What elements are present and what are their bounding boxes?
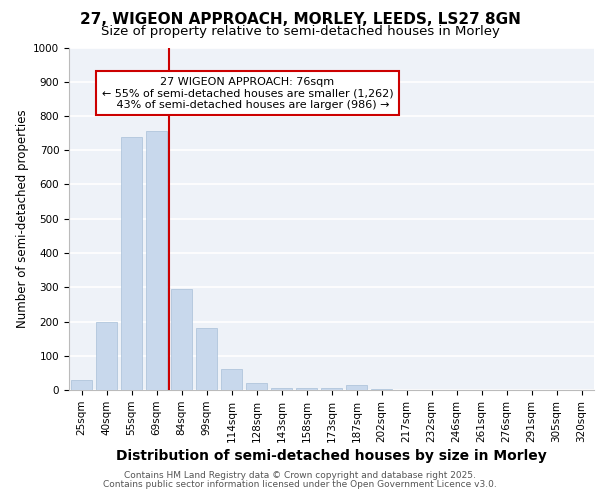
Y-axis label: Number of semi-detached properties: Number of semi-detached properties: [16, 110, 29, 328]
Bar: [346, 385, 367, 390]
Bar: [321, 388, 342, 390]
Bar: [146, 132, 167, 390]
Bar: [171, 289, 192, 390]
Bar: [121, 136, 142, 390]
Text: 27 WIGEON APPROACH: 76sqm
← 55% of semi-detached houses are smaller (1,262)
   4: 27 WIGEON APPROACH: 76sqm ← 55% of semi-…: [101, 76, 394, 110]
Text: 27, WIGEON APPROACH, MORLEY, LEEDS, LS27 8GN: 27, WIGEON APPROACH, MORLEY, LEEDS, LS27…: [80, 12, 520, 28]
Bar: [246, 383, 267, 390]
Bar: [196, 328, 217, 390]
X-axis label: Distribution of semi-detached houses by size in Morley: Distribution of semi-detached houses by …: [116, 449, 547, 463]
Text: Size of property relative to semi-detached houses in Morley: Size of property relative to semi-detach…: [101, 25, 499, 38]
Bar: [71, 380, 92, 390]
Text: Contains HM Land Registry data © Crown copyright and database right 2025.: Contains HM Land Registry data © Crown c…: [124, 471, 476, 480]
Bar: [271, 388, 292, 390]
Bar: [296, 388, 317, 390]
Text: Contains public sector information licensed under the Open Government Licence v3: Contains public sector information licen…: [103, 480, 497, 489]
Bar: [221, 370, 242, 390]
Bar: [96, 322, 117, 390]
